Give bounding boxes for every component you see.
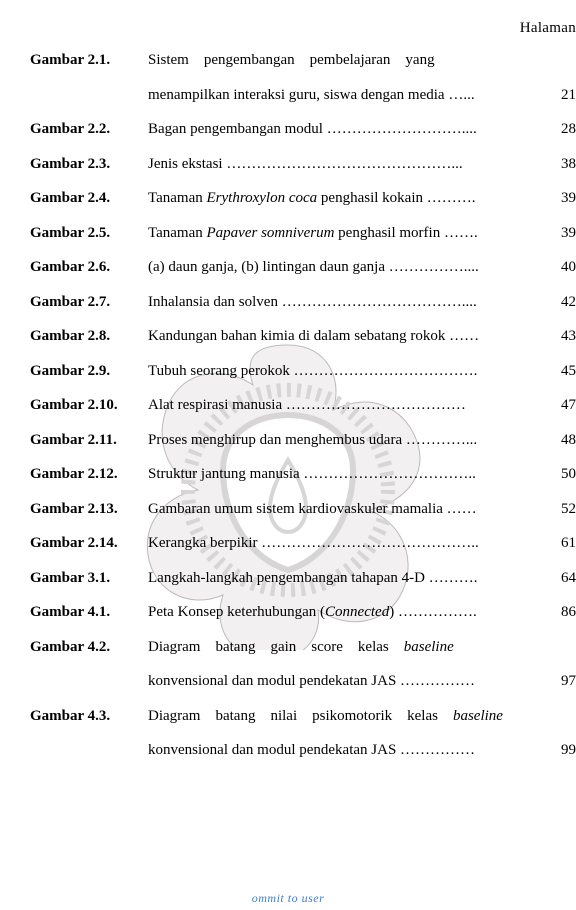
entry-page-number: 52	[538, 492, 576, 527]
entry-description: Struktur jantung manusia ……………………………..	[148, 457, 538, 492]
entry-page-number: 45	[538, 354, 576, 389]
entry-page-number: 86	[538, 595, 576, 630]
entry-label: Gambar 2.8.	[30, 319, 148, 354]
entry-page-number: 28	[538, 112, 576, 147]
entry-label: Gambar 2.4.	[30, 181, 148, 216]
entry-description: konvensional dan modul pendekatan JAS ………	[148, 733, 538, 768]
entry-label: Gambar 2.14.	[30, 526, 148, 561]
entry-page-number: 21	[538, 78, 576, 113]
entry-page-number: 47	[538, 388, 576, 423]
table-row: Gambar 2.10.Alat respirasi manusia ………………	[30, 388, 576, 423]
entry-description: Diagram batang gain score kelas baseline	[148, 630, 538, 665]
entry-page-number: 39	[538, 181, 576, 216]
entry-page-number	[538, 699, 576, 734]
entry-label: Gambar 2.3.	[30, 147, 148, 182]
entry-page-number	[538, 43, 576, 78]
table-row: Gambar 2.3.Jenis ekstasi …………………………………………	[30, 147, 576, 182]
entry-label: Gambar 2.6.	[30, 250, 148, 285]
entry-page-number: 50	[538, 457, 576, 492]
entry-label: Gambar 2.2.	[30, 112, 148, 147]
entry-description: Langkah-langkah pengembangan tahapan 4-D…	[148, 561, 538, 596]
entry-label: Gambar 2.9.	[30, 354, 148, 389]
entry-page-number: 40	[538, 250, 576, 285]
table-row: Gambar 2.1.Sistem pengembangan pembelaja…	[30, 43, 576, 78]
entry-label: Gambar 2.12.	[30, 457, 148, 492]
entry-label: Gambar 4.1.	[30, 595, 148, 630]
entry-page-number: 97	[538, 664, 576, 699]
entry-label: Gambar 2.13.	[30, 492, 148, 527]
entry-label: Gambar 2.11.	[30, 423, 148, 458]
entry-label: Gambar 2.10.	[30, 388, 148, 423]
entry-label: Gambar 2.5.	[30, 216, 148, 251]
entry-description: Sistem pengembangan pembelajaran yang	[148, 43, 538, 78]
table-row: Gambar 4.1.Peta Konsep keterhubungan (Co…	[30, 595, 576, 630]
table-row: Gambar 2.4.Tanaman Erythroxylon coca pen…	[30, 181, 576, 216]
entry-page-number: 61	[538, 526, 576, 561]
entry-description: Kandungan bahan kimia di dalam sebatang …	[148, 319, 538, 354]
entry-description: Inhalansia dan solven ………………………………....	[148, 285, 538, 320]
footer-watermark-text: ommit to user	[0, 891, 576, 906]
entry-label: Gambar 4.3.	[30, 699, 148, 768]
entry-page-number: 48	[538, 423, 576, 458]
figure-list-table: Gambar 2.1.Sistem pengembangan pembelaja…	[30, 43, 576, 768]
entry-description: Tanaman Erythroxylon coca penghasil koka…	[148, 181, 538, 216]
entry-page-number: 39	[538, 216, 576, 251]
entry-description: Proses menghirup dan menghembus udara ………	[148, 423, 538, 458]
entry-description: Gambaran umum sistem kardiovaskuler mama…	[148, 492, 538, 527]
entry-label: Gambar 3.1.	[30, 561, 148, 596]
table-row: Gambar 2.7.Inhalansia dan solven ……………………	[30, 285, 576, 320]
entry-description: Bagan pengembangan modul ………………………....	[148, 112, 538, 147]
entry-description: (a) daun ganja, (b) lintingan daun ganja…	[148, 250, 538, 285]
entry-description: Tanaman Papaver somniverum penghasil mor…	[148, 216, 538, 251]
table-row: Gambar 2.11.Proses menghirup dan menghem…	[30, 423, 576, 458]
entry-description: Peta Konsep keterhubungan (Connected) ………	[148, 595, 538, 630]
page-column-header: Halaman	[30, 20, 576, 37]
table-row: Gambar 2.2.Bagan pengembangan modul ……………	[30, 112, 576, 147]
table-row: Gambar 2.9.Tubuh seorang perokok ……………………	[30, 354, 576, 389]
entry-page-number: 64	[538, 561, 576, 596]
entry-description: Tubuh seorang perokok ……………………………….	[148, 354, 538, 389]
table-row: Gambar 4.2.Diagram batang gain score kel…	[30, 630, 576, 665]
entry-label: Gambar 2.1.	[30, 43, 148, 112]
table-row: Gambar 3.1.Langkah-langkah pengembangan …	[30, 561, 576, 596]
table-row: Gambar 2.8.Kandungan bahan kimia di dala…	[30, 319, 576, 354]
entry-page-number: 38	[538, 147, 576, 182]
entry-description: menampilkan interaksi guru, siswa dengan…	[148, 78, 538, 113]
entry-page-number: 43	[538, 319, 576, 354]
entry-label: Gambar 4.2.	[30, 630, 148, 699]
entry-description: konvensional dan modul pendekatan JAS ………	[148, 664, 538, 699]
entry-page-number: 42	[538, 285, 576, 320]
table-row: Gambar 2.5.Tanaman Papaver somniverum pe…	[30, 216, 576, 251]
entry-page-number: 99	[538, 733, 576, 768]
table-row: Gambar 4.3.Diagram batang nilai psikomot…	[30, 699, 576, 734]
entry-label: Gambar 2.7.	[30, 285, 148, 320]
table-row: Gambar 2.12.Struktur jantung manusia …………	[30, 457, 576, 492]
entry-description: Jenis ekstasi ………………………………………...	[148, 147, 538, 182]
entry-description: Alat respirasi manusia ………………………………	[148, 388, 538, 423]
table-row: Gambar 2.13.Gambaran umum sistem kardiov…	[30, 492, 576, 527]
table-row: Gambar 2.6.(a) daun ganja, (b) lintingan…	[30, 250, 576, 285]
table-row: Gambar 2.14.Kerangka berpikir ……………………………	[30, 526, 576, 561]
entry-description: Kerangka berpikir ……………………………………..	[148, 526, 538, 561]
entry-page-number	[538, 630, 576, 665]
entry-description: Diagram batang nilai psikomotorik kelas …	[148, 699, 538, 734]
